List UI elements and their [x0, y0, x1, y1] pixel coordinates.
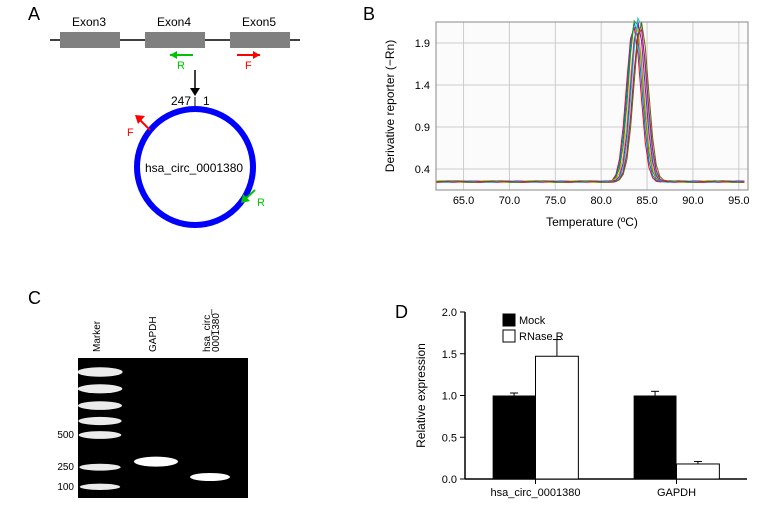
svg-text:RNase R: RNase R — [519, 331, 564, 343]
svg-text:Exon3: Exon3 — [72, 15, 106, 29]
svg-text:Exon5: Exon5 — [242, 15, 276, 29]
svg-text:250: 250 — [57, 462, 74, 473]
junction-right: 1 — [203, 94, 210, 108]
exon-5: Exon5 — [230, 15, 290, 48]
svg-text:Temperature (ºC): Temperature (ºC) — [546, 215, 638, 229]
exon-4: Exon4 — [145, 15, 205, 48]
svg-text:0.5: 0.5 — [442, 432, 457, 444]
panel-d-barchart: 0.0 0.5 1.0 1.5 2.0 Relative expression hsa_ci… — [410, 302, 755, 512]
panel-c-gel: MarkerGAPDHhsa_circ_0001380500250100 — [40, 300, 265, 510]
circ-rna-label: hsa_circ_0001380 — [145, 161, 243, 175]
exon-3: Exon3 — [60, 15, 120, 48]
junction-left: 247 — [171, 94, 191, 108]
panel-a-label: A — [28, 4, 40, 25]
svg-text:2.0: 2.0 — [442, 307, 457, 319]
svg-text:0001380: 0001380 — [211, 313, 222, 352]
svg-text:R: R — [257, 197, 265, 209]
svg-text:0.9: 0.9 — [415, 122, 430, 134]
svg-text:65.0: 65.0 — [453, 195, 474, 207]
svg-text:70.0: 70.0 — [499, 195, 520, 207]
svg-text:Exon4: Exon4 — [157, 15, 191, 29]
svg-text:GAPDH: GAPDH — [148, 316, 159, 352]
svg-text:1.5: 1.5 — [442, 349, 457, 361]
svg-text:Mock: Mock — [519, 315, 546, 327]
svg-text:1.4: 1.4 — [415, 80, 430, 92]
svg-text:F: F — [245, 60, 252, 72]
svg-text:80.0: 80.0 — [590, 195, 611, 207]
svg-text:500: 500 — [57, 430, 74, 441]
panel-d-label: D — [395, 302, 408, 323]
svg-text:0.0: 0.0 — [442, 474, 457, 486]
panel-b-chart: 65.0 70.0 75.0 80.0 85.0 90.0 95.0 0.4 0.9 1.4 1.9… — [378, 12, 758, 237]
panel-b-label: B — [363, 4, 375, 25]
svg-text:F: F — [127, 127, 134, 139]
svg-text:Derivative reporter (−Rn): Derivative reporter (−Rn) — [383, 40, 397, 172]
svg-text:R: R — [177, 60, 185, 72]
primer-f-linear: F — [237, 51, 260, 72]
svg-text:GAPDH: GAPDH — [657, 487, 696, 499]
svg-text:0.4: 0.4 — [415, 164, 430, 176]
svg-text:Marker: Marker — [92, 320, 103, 352]
svg-text:1.9: 1.9 — [415, 38, 430, 50]
svg-text:1.0: 1.0 — [442, 391, 457, 403]
svg-text:95.0: 95.0 — [728, 195, 749, 207]
panel-a-schematic: Exon3 Exon4 Exon5 R F 247 1 hsa_ — [45, 12, 325, 252]
svg-text:hsa_circ_0001380: hsa_circ_0001380 — [491, 487, 581, 499]
svg-text:100: 100 — [57, 482, 74, 493]
svg-text:Relative expression: Relative expression — [414, 343, 428, 448]
primer-r-linear: R — [170, 51, 193, 72]
svg-text:75.0: 75.0 — [545, 195, 566, 207]
svg-text:85.0: 85.0 — [636, 195, 657, 207]
svg-text:90.0: 90.0 — [682, 195, 703, 207]
